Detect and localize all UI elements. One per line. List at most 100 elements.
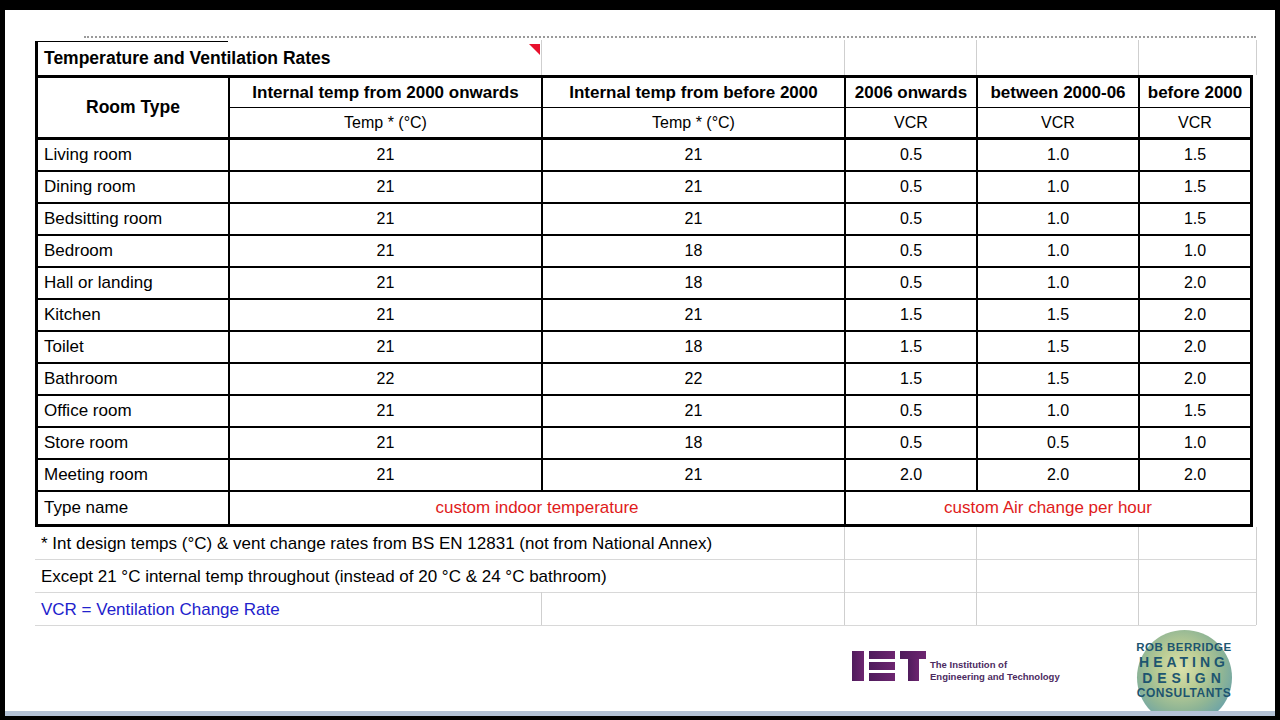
- room-name-cell: Store room: [38, 428, 228, 460]
- frame-bar-right: [1275, 0, 1280, 720]
- col-header-before-2000: before 2000: [1138, 78, 1250, 107]
- vcr-2000-06-cell: 1.0: [976, 204, 1138, 236]
- temp-before-2000-cell: 18: [541, 268, 844, 300]
- vcr-2006-onwards-cell: 0.5: [844, 428, 976, 460]
- temp-2000-onwards-cell: 21: [228, 236, 541, 268]
- faint-gridline: [844, 40, 845, 75]
- room-name-cell: Office room: [38, 396, 228, 428]
- iet-logo-text: The Institution of Engineering and Techn…: [930, 659, 1060, 682]
- temp-2000-onwards-cell: 22: [228, 364, 541, 396]
- vcr-before-2000-cell: 1.5: [1138, 204, 1250, 236]
- room-name-cell: Bedsitting room: [38, 204, 228, 236]
- col-header-2006-onwards: 2006 onwards: [844, 78, 976, 107]
- temp-before-2000-cell: 21: [541, 172, 844, 204]
- rbh-logo-line-consultants: CONSULTANTS: [1137, 686, 1231, 700]
- vcr-2006-onwards-cell: 0.5: [844, 236, 976, 268]
- iet-logo-letter-e: [869, 651, 895, 659]
- vcr-2000-06-cell: 1.0: [976, 396, 1138, 428]
- vcr-2006-onwards-cell: 0.5: [844, 396, 976, 428]
- temp-2000-onwards-cell: 21: [228, 172, 541, 204]
- vcr-2006-onwards-cell: 0.5: [844, 268, 976, 300]
- faint-gridline: [1256, 527, 1257, 625]
- vcr-before-2000-cell: 1.5: [1138, 396, 1250, 428]
- sub-header-vcr: VCR: [1138, 107, 1250, 137]
- vcr-2006-onwards-cell: 1.5: [844, 364, 976, 396]
- faint-gridline: [976, 527, 977, 625]
- vcr-2000-06-cell: 1.5: [976, 300, 1138, 332]
- vcr-before-2000-cell: 2.0: [1138, 300, 1250, 332]
- rbh-logo-line-rob-berridge: ROB BERRIDGE: [1136, 641, 1231, 653]
- iet-logo-text-line2: Engineering and Technology: [930, 671, 1060, 683]
- page-title: Temperature and Ventilation Rates: [35, 42, 541, 75]
- temp-2000-onwards-cell: 21: [228, 332, 541, 364]
- vcr-2006-onwards-cell: 1.5: [844, 332, 976, 364]
- iet-logo-letter-i: [852, 651, 864, 681]
- sub-header-vcr: VCR: [976, 107, 1138, 137]
- temp-before-2000-cell: 18: [541, 236, 844, 268]
- vcr-before-2000-cell: 2.0: [1138, 332, 1250, 364]
- room-name-cell: Meeting room: [38, 460, 228, 492]
- cell-comment-marker-icon: [529, 44, 540, 55]
- rbh-logo-line-heating: HEATING: [1139, 654, 1229, 670]
- room-name-cell: Bedroom: [38, 236, 228, 268]
- vcr-2000-06-cell: 1.0: [976, 172, 1138, 204]
- vcr-2006-onwards-cell: 0.5: [844, 172, 976, 204]
- vcr-before-2000-cell: 1.5: [1138, 140, 1250, 172]
- faint-gridline: [1256, 40, 1257, 75]
- vcr-before-2000-cell: 2.0: [1138, 268, 1250, 300]
- vcr-2000-06-cell: 1.5: [976, 332, 1138, 364]
- page-break-dotted-line: [84, 36, 1256, 38]
- temp-2000-onwards-cell: 21: [228, 140, 541, 172]
- custom-air-change-cell: custom Air change per hour: [844, 492, 1250, 524]
- sub-header-temp-c: Temp * (°C): [541, 107, 844, 137]
- temp-2000-onwards-cell: 21: [228, 460, 541, 492]
- vcr-2000-06-cell: 1.0: [976, 140, 1138, 172]
- vcr-2000-06-cell: 1.5: [976, 364, 1138, 396]
- faint-gridline: [844, 527, 845, 625]
- table-body: Living room 21 21 0.5 1.0 1.5 Dining roo…: [38, 137, 1250, 492]
- temp-before-2000-cell: 18: [541, 332, 844, 364]
- table-header: Room Type Internal temp from 2000 onward…: [38, 78, 1250, 137]
- room-name-cell: Bathroom: [38, 364, 228, 396]
- faint-gridline: [35, 592, 1256, 593]
- faint-gridline: [35, 559, 1256, 560]
- frame-bar-left: [0, 0, 5, 720]
- faint-gridline: [976, 40, 977, 75]
- col-header-internal-temp-before-2000: Internal temp from before 2000: [541, 78, 844, 107]
- temp-before-2000-cell: 21: [541, 460, 844, 492]
- footnote-design-temps: * Int design temps (°C) & vent change ra…: [41, 527, 712, 560]
- vcr-2000-06-cell: 1.0: [976, 268, 1138, 300]
- iet-logo-letter-e: [869, 673, 895, 681]
- slide: Temperature and Ventilation Rates Room T…: [0, 0, 1280, 720]
- vcr-before-2000-cell: 1.0: [1138, 428, 1250, 460]
- col-header-internal-temp-2000-onwards: Internal temp from 2000 onwards: [228, 78, 541, 107]
- temp-before-2000-cell: 18: [541, 428, 844, 460]
- faint-gridline: [541, 592, 542, 625]
- faint-gridline: [1138, 40, 1139, 75]
- temp-before-2000-cell: 22: [541, 364, 844, 396]
- room-name-cell: Dining room: [38, 172, 228, 204]
- vcr-2006-onwards-cell: 2.0: [844, 460, 976, 492]
- vcr-before-2000-cell: 1.5: [1138, 172, 1250, 204]
- vcr-before-2000-cell: 2.0: [1138, 364, 1250, 396]
- frame-bar-top: [0, 0, 1280, 10]
- temp-2000-onwards-cell: 21: [228, 204, 541, 236]
- vcr-before-2000-cell: 2.0: [1138, 460, 1250, 492]
- footnote-vcr-definition: VCR = Ventilation Change Rate: [41, 593, 280, 626]
- temp-2000-onwards-cell: 21: [228, 428, 541, 460]
- col-header-between-2000-06: between 2000-06: [976, 78, 1138, 107]
- temp-2000-onwards-cell: 21: [228, 268, 541, 300]
- temp-before-2000-cell: 21: [541, 204, 844, 236]
- custom-indoor-temperature-cell: custom indoor temperature: [228, 492, 844, 524]
- rbh-logo-line-design: DESIGN: [1142, 670, 1226, 686]
- temp-2000-onwards-cell: 21: [228, 300, 541, 332]
- iet-logo-letter-t: [900, 651, 926, 659]
- room-name-cell: Living room: [38, 140, 228, 172]
- vcr-2006-onwards-cell: 0.5: [844, 140, 976, 172]
- temp-before-2000-cell: 21: [541, 300, 844, 332]
- col-header-room-type: Room Type: [38, 78, 228, 137]
- type-name-label-cell: Type name: [38, 492, 228, 524]
- iet-logo: The Institution of Engineering and Techn…: [848, 651, 1048, 691]
- vcr-2006-onwards-cell: 1.5: [844, 300, 976, 332]
- faint-gridline: [35, 625, 1256, 626]
